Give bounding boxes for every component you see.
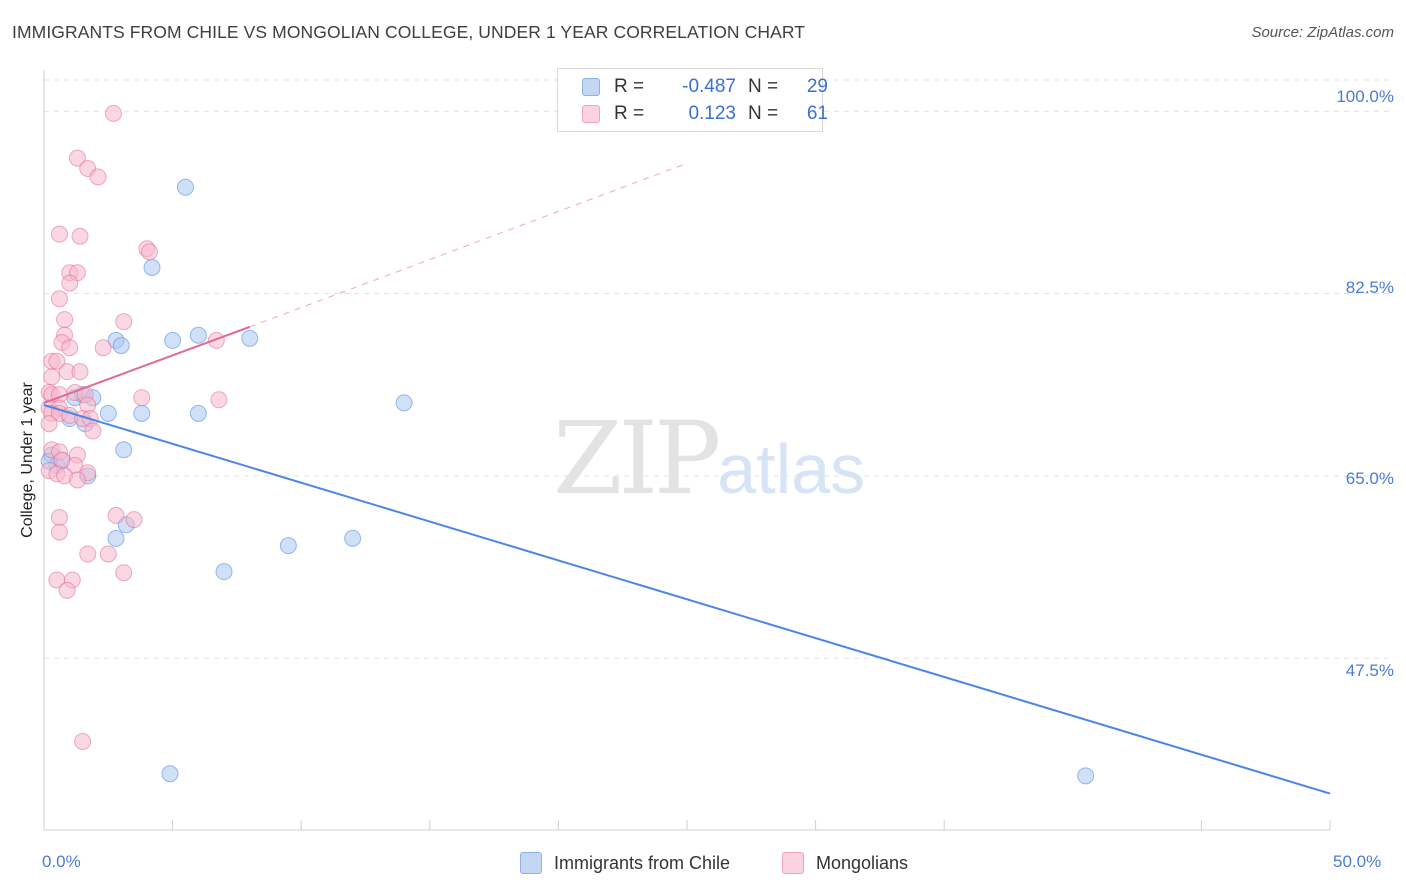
x-tick-label: 0.0%: [42, 852, 81, 871]
r-label: R =: [614, 103, 645, 124]
mongolians-data-point: [89, 168, 107, 186]
mongolians-data-point: [68, 149, 86, 167]
mongolians-data-point: [79, 545, 97, 563]
mongolians-data-point: [74, 732, 92, 750]
chile-data-point: [189, 404, 207, 422]
chile-data-point: [1077, 767, 1095, 785]
chile-trend-line: [43, 404, 1331, 795]
y-tick-label: 47.5%: [1345, 661, 1394, 680]
y-axis-label: College, Under 1 year: [19, 382, 36, 538]
chile-data-point: [112, 337, 130, 355]
mongolians-data-point: [140, 243, 158, 261]
r-value: -0.487: [682, 76, 736, 97]
n-label: N =: [748, 103, 779, 124]
mongolians-trend-extension: [249, 162, 688, 328]
mongolians-data-point: [48, 352, 66, 370]
n-value: 61: [806, 103, 828, 124]
bottom-legend-label-chile: Immigrants from Chile: [554, 852, 731, 873]
chile-data-point: [279, 537, 297, 555]
mongolians-data-point: [40, 415, 58, 433]
chile-data-point: [344, 529, 362, 547]
mongolians-data-point: [107, 506, 125, 524]
bottom-legend-label-mongolians: Mongolians: [816, 852, 909, 873]
x-tick-label: 50.0%: [1333, 852, 1382, 871]
mongolians-data-point: [71, 227, 89, 245]
watermark: ZIPatlas: [553, 400, 865, 517]
mongolians-data-point: [104, 104, 122, 122]
legend-swatch-chile: [582, 78, 600, 96]
y-tick-label: 65.0%: [1345, 469, 1394, 488]
mongolians-data-point: [115, 313, 133, 331]
mongolians-data-point: [43, 368, 61, 386]
y-tick-label: 100.0%: [1336, 87, 1394, 106]
mongolians-data-point: [56, 311, 74, 329]
chile-data-point: [241, 329, 259, 347]
chile-data-point: [164, 331, 182, 349]
mongolians-data-point: [133, 389, 151, 407]
legend-row-chile: R = -0.487 N = 29: [582, 75, 828, 99]
mongolians-data-point: [207, 331, 225, 349]
r-label: R =: [614, 76, 645, 97]
mongolians-data-point: [210, 391, 228, 409]
bottom-legend-swatch-mongolians: [782, 852, 804, 874]
chart-title: IMMIGRANTS FROM CHILE VS MONGOLIAN COLLE…: [12, 22, 806, 42]
chile-data-point: [99, 404, 117, 422]
mongolians-data-point: [61, 274, 79, 292]
legend: R = -0.487 N = 29 R = 0.123 N = 61: [557, 68, 828, 132]
mongolians-data-point: [99, 545, 117, 563]
legend-row-mongolians: R = 0.123 N = 61: [582, 102, 828, 126]
mongolians-trend-line: [43, 325, 251, 404]
mongolians-data-point: [71, 363, 89, 381]
source-label[interactable]: Source: ZipAtlas.com: [1251, 24, 1394, 41]
bottom-legend-swatch-chile: [520, 852, 542, 874]
mongolians-data-point: [115, 564, 133, 582]
chile-data-point: [176, 178, 194, 196]
mongolians-data-point: [50, 523, 68, 541]
mongolians-data-point: [84, 422, 102, 440]
bottom-legend-chile[interactable]: Immigrants from Chile: [520, 852, 730, 874]
mongolians-data-point: [68, 471, 86, 489]
bottom-legend-mongolians[interactable]: Mongolians: [782, 852, 908, 874]
chile-data-point: [189, 326, 207, 344]
n-label: N =: [748, 76, 779, 97]
chile-data-point: [215, 563, 233, 581]
chile-data-point: [115, 441, 133, 459]
chile-data-point: [161, 765, 179, 783]
mongolians-data-point: [61, 339, 79, 357]
chile-data-point: [395, 394, 413, 412]
y-tick-label: 82.5%: [1345, 278, 1394, 297]
mongolians-data-point: [50, 225, 68, 243]
chile-data-point: [107, 529, 125, 547]
mongolians-data-point: [94, 339, 112, 357]
mongolians-data-point: [50, 509, 68, 526]
n-value: 29: [806, 76, 828, 97]
chile-data-point: [143, 259, 161, 276]
watermark-atlas: atlas: [717, 430, 866, 508]
chile-data-point: [133, 404, 151, 422]
mongolians-data-point: [125, 511, 143, 529]
mongolians-data-point: [58, 581, 76, 599]
legend-swatch-mongolians: [582, 105, 600, 123]
r-value: 0.123: [688, 103, 736, 124]
mongolians-data-point: [50, 290, 68, 308]
watermark-zip: ZIP: [553, 400, 721, 517]
